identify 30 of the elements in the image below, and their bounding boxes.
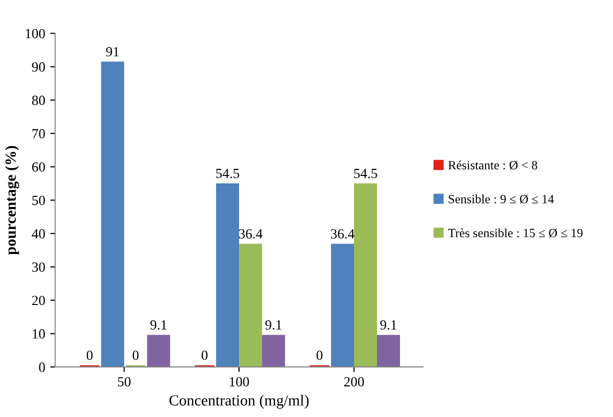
data-label: 54.5 [354, 168, 378, 178]
y-tick-label: 90 [32, 62, 45, 72]
y-tick-label: 80 [32, 96, 45, 106]
y-tick-label: 50 [32, 196, 45, 206]
data-label: 9.1 [265, 320, 282, 330]
data-label: 0 [202, 350, 208, 360]
legend-label: Sensible : 9 ≤ Ø ≤ 14 [448, 194, 554, 204]
x-axis-title: Concentration (mg/ml) [169, 394, 309, 409]
data-label: 91 [106, 47, 119, 56]
x-tick-label: 100 [230, 377, 249, 386]
legend-label: Très sensible : 15 ≤ Ø ≤ 19 [448, 228, 583, 238]
y-tick-label: 60 [32, 162, 45, 172]
data-label: 9.1 [150, 320, 166, 330]
y-tick-label: 40 [32, 229, 45, 238]
x-tick-label: 200 [344, 377, 364, 386]
data-label: 0 [132, 350, 139, 360]
y-tick-label: 0 [39, 362, 45, 372]
data-label: 54.5 [216, 168, 240, 178]
y-tick-label: 20 [32, 296, 45, 306]
data-label: 0 [316, 350, 322, 360]
x-tick-label: 50 [118, 377, 131, 386]
data-label: 0 [86, 350, 93, 360]
y-tick-label: 30 [32, 262, 45, 272]
data-label: 9.1 [380, 320, 396, 330]
legend-label: Résistante : Ø < 8 [448, 160, 538, 170]
data-label: 36.4 [239, 229, 262, 239]
y-axis-title: pourcentage (%) [5, 146, 20, 255]
y-tick-label: 10 [32, 329, 45, 339]
y-tick-label: 70 [32, 129, 45, 138]
y-tick-label: 100 [26, 28, 45, 38]
